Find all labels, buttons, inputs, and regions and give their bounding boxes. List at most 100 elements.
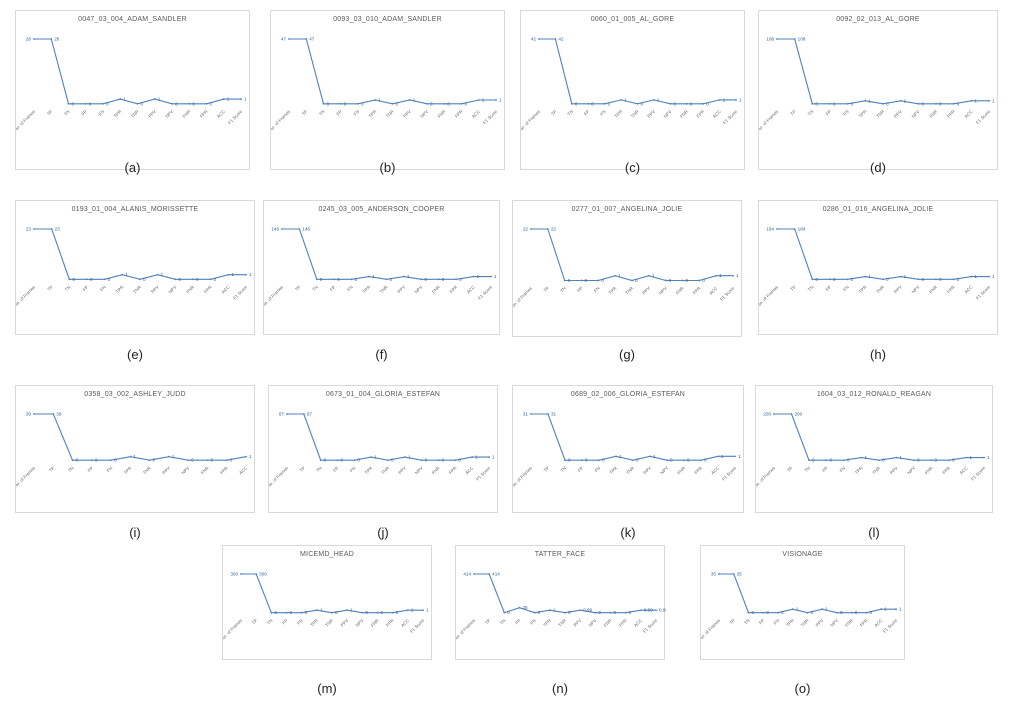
data-point: [773, 413, 775, 415]
subfigure-label: (i): [129, 525, 141, 540]
data-label: 1: [904, 274, 907, 279]
data-label: 200: [795, 412, 803, 417]
data-label: 22: [523, 227, 529, 232]
data-label: 28: [523, 605, 529, 610]
series-line: [34, 38, 241, 105]
data-point: [153, 98, 156, 100]
data-label: 1: [736, 273, 739, 278]
x-tick-label: FP: [577, 465, 585, 473]
x-tick-label: FPR: [941, 465, 951, 475]
x-tick-label: PPV: [815, 618, 825, 628]
data-label: 0: [357, 458, 360, 463]
data-label: 414: [492, 572, 500, 577]
data-label: 0: [507, 610, 510, 615]
data-point: [530, 413, 532, 415]
data-point: [806, 611, 809, 614]
data-label: 0: [921, 101, 924, 106]
data-label: 1: [158, 97, 161, 102]
subfigure-label: (a): [124, 160, 141, 175]
data-label: 0: [939, 101, 942, 106]
data-label: 28: [26, 37, 32, 42]
x-tick-label: F1 Score: [722, 109, 739, 126]
data-point: [84, 102, 87, 105]
data-point: [580, 279, 583, 282]
data-label: 1: [475, 455, 478, 460]
data-point: [683, 459, 685, 462]
x-tick-label: TNR: [379, 284, 389, 294]
data-point: [471, 456, 474, 459]
data-label: 0: [396, 101, 399, 106]
data-point: [319, 459, 322, 462]
data-label: 0: [355, 277, 358, 282]
data-point: [119, 98, 122, 100]
data-label: 1: [244, 97, 247, 102]
x-tick-label: No. of Frames: [521, 108, 542, 132]
chart-panel: MICEMD_HEAD 300 No. of Frames 300 TP 0 TN 0 FP 0 F…: [222, 545, 432, 660]
x-tick-label: NPV: [911, 284, 921, 294]
x-tick-label: TNR: [132, 284, 142, 294]
data-label: 1: [899, 607, 902, 612]
data-label: 0: [601, 278, 604, 283]
data-label: 1: [868, 274, 871, 279]
x-tick-label: TNR: [871, 465, 881, 475]
data-label: 1: [372, 274, 375, 279]
chart-title: VISIONAGE: [782, 551, 823, 558]
data-label: 0: [690, 101, 693, 106]
x-tick-label: TP: [294, 284, 302, 292]
data-point: [52, 413, 55, 415]
data-point: [156, 273, 159, 276]
x-tick-label: TNR: [624, 286, 634, 296]
data-point: [488, 456, 490, 459]
x-tick-label: TPR: [858, 109, 868, 119]
data-point: [718, 98, 721, 101]
data-label: 1: [619, 454, 622, 459]
data-label: 0: [89, 101, 92, 106]
subfigure-label: (n): [552, 681, 568, 696]
x-tick-label: TPR: [364, 465, 374, 475]
data-point: [503, 611, 506, 614]
data-point: [67, 102, 70, 105]
data-point: [488, 573, 491, 575]
x-tick-label: FNR: [431, 465, 441, 475]
data-label: 0: [781, 610, 784, 615]
data-point: [564, 459, 566, 462]
data-label: 0: [335, 610, 338, 615]
data-label: 1: [482, 98, 485, 103]
x-tick-label: TP: [786, 465, 794, 473]
data-label: 0: [815, 277, 818, 282]
x-tick-label: FN: [529, 618, 537, 626]
series-line: [777, 228, 989, 280]
data-point: [965, 456, 968, 459]
x-tick-label: No. of Frames: [759, 284, 780, 308]
x-tick-label: TPR: [785, 618, 795, 628]
data-label: 0: [686, 278, 689, 283]
x-tick-label: PPV: [893, 284, 903, 294]
data-point: [717, 455, 719, 458]
data-label: 0: [840, 610, 843, 615]
x-tick-label: TPR: [115, 284, 125, 294]
data-label: 0: [425, 458, 428, 463]
data-label: 0: [141, 101, 144, 106]
x-tick-label: PPV: [340, 618, 350, 628]
data-point: [495, 99, 497, 101]
data-point: [776, 38, 778, 40]
data-label: 0: [305, 610, 308, 615]
x-tick-label: F1 Score: [975, 109, 992, 126]
subfigure-label: (e): [127, 347, 143, 362]
x-tick-label: TNR: [130, 109, 140, 119]
chart-title: 0689_02_006_GLORIA_ESTEFAN: [570, 391, 686, 398]
x-tick-label: ACC: [633, 618, 643, 628]
data-label: 200: [763, 412, 771, 417]
data-point: [609, 611, 612, 614]
data-point: [315, 609, 318, 612]
data-point: [647, 274, 650, 277]
x-tick-label: No. of Frames: [16, 465, 37, 489]
x-tick-label: FPR: [199, 109, 209, 119]
data-label: 0: [95, 458, 98, 463]
data-point: [970, 99, 973, 102]
data-label: 0: [430, 101, 433, 106]
x-tick-label: F1 Score: [409, 617, 426, 634]
